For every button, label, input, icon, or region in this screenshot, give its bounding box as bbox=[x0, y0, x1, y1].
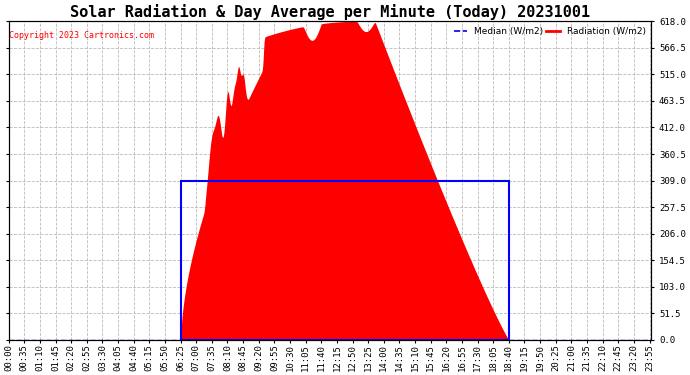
Bar bbox=[181, 180, 509, 340]
Title: Solar Radiation & Day Average per Minute (Today) 20231001: Solar Radiation & Day Average per Minute… bbox=[70, 4, 590, 20]
Legend: Median (W/m2), Radiation (W/m2): Median (W/m2), Radiation (W/m2) bbox=[450, 23, 649, 39]
Text: Copyright 2023 Cartronics.com: Copyright 2023 Cartronics.com bbox=[9, 31, 155, 40]
